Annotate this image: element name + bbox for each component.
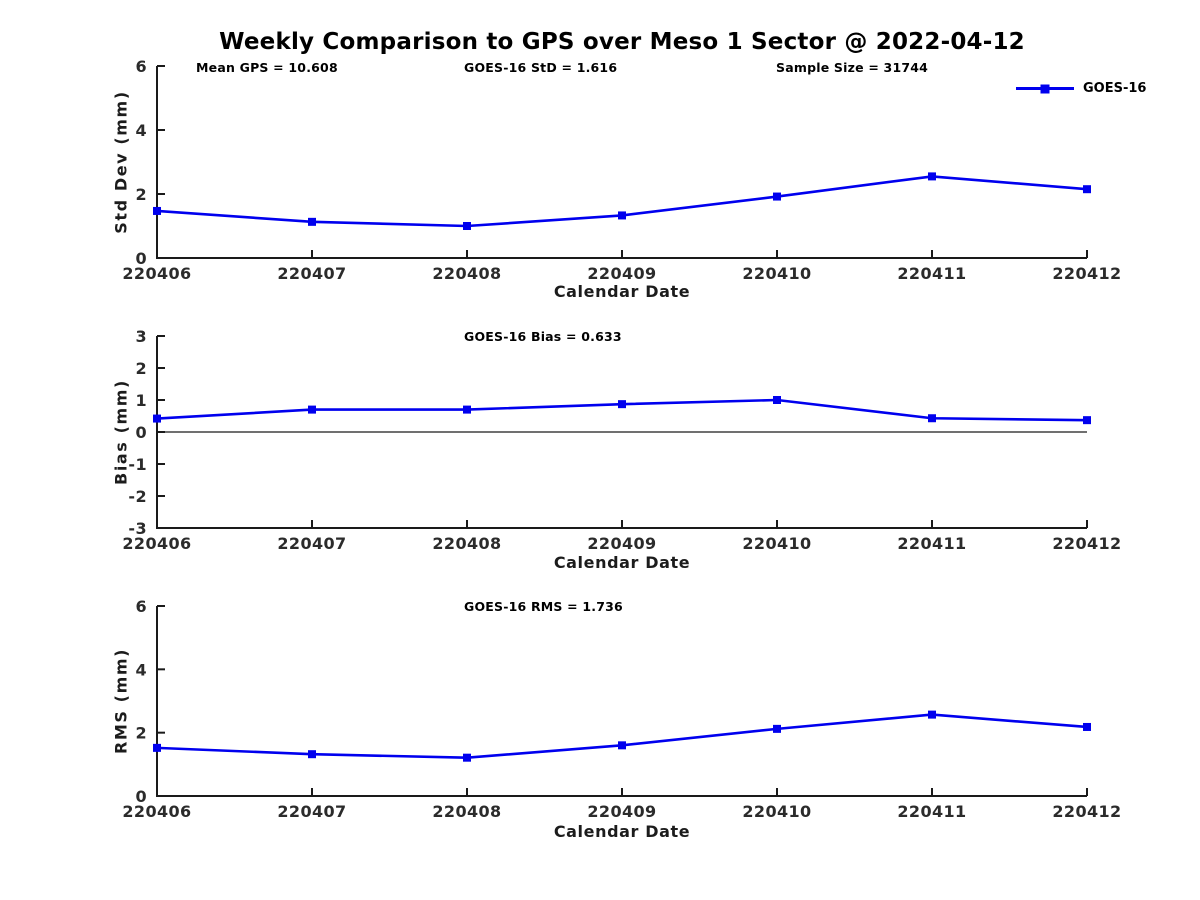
annotation-goes16-std: GOES-16 StD = 1.616 [464, 60, 618, 75]
x-tick-label: 220409 [587, 264, 656, 283]
y-tick-label: 0 [135, 249, 147, 268]
rms-subplot-title: GOES-16 RMS = 1.736 [464, 599, 623, 614]
data-point-marker [308, 750, 316, 759]
data-point-marker [928, 414, 936, 423]
data-point-marker [153, 414, 161, 423]
x-tick-label: 220410 [742, 264, 811, 283]
y-tick-label: 4 [135, 660, 147, 679]
x-tick-label: 220411 [897, 534, 966, 553]
data-point-marker [153, 206, 161, 215]
x-tick-label: 220411 [897, 264, 966, 283]
data-point-marker [153, 743, 161, 752]
axis-spines [156, 606, 1087, 797]
y-tick-label: -2 [128, 487, 147, 506]
rms-y-axis-label: RMS (mm) [111, 647, 131, 755]
y-tick-label: 0 [135, 787, 147, 806]
bias-y-axis-label: Bias (mm) [111, 379, 131, 485]
data-point-marker [308, 405, 316, 414]
annotation-mean-gps: Mean GPS = 10.608 [196, 60, 338, 75]
data-point-marker [463, 405, 471, 414]
data-point-marker [463, 222, 471, 230]
x-tick-label: 220412 [1052, 534, 1121, 553]
data-point-marker [308, 217, 316, 226]
data-point-marker [773, 192, 781, 201]
axis-spines [156, 66, 1087, 259]
data-point-marker [618, 400, 626, 409]
y-tick-label: 2 [135, 185, 147, 204]
subplot-2: 0 2 4 6 220406 220407 220408 220409 220410 220411… [122, 597, 1121, 821]
y-tick-label: 4 [135, 121, 147, 140]
annotation-sample-size: Sample Size = 31744 [776, 60, 929, 75]
legend: GOES-16 [1016, 81, 1146, 96]
x-tick-label: 220411 [897, 802, 966, 821]
y-tick-label: 3 [135, 327, 147, 346]
figure-title: Weekly Comparison to GPS over Meso 1 Sec… [219, 29, 1025, 55]
x-tick-label: 220406 [122, 534, 191, 553]
x-tick-label: 220409 [587, 534, 656, 553]
x-tick-label: 220408 [432, 802, 501, 821]
y-tick-label: 0 [135, 423, 147, 442]
y-tick-label: 6 [135, 57, 147, 76]
data-point-marker [1083, 416, 1091, 425]
x-tick-label: 220407 [277, 534, 346, 553]
x-tick-label: 220412 [1052, 264, 1121, 283]
x-tick-label: 220406 [122, 264, 191, 283]
subplot-0: 0 2 4 6 220406 220407 220408 220409 220410 220411… [122, 57, 1121, 283]
bias-subplot-title: GOES-16 Bias = 0.633 [464, 329, 622, 344]
data-point-marker [618, 741, 626, 750]
y-tick-label: -1 [128, 455, 147, 474]
x-tick-label: 220410 [742, 802, 811, 821]
x-tick-label: 220406 [122, 802, 191, 821]
data-point-marker [1083, 185, 1091, 194]
x-tick-label: 220407 [277, 802, 346, 821]
data-point-marker [773, 724, 781, 733]
data-point-marker [618, 211, 626, 220]
legend-line-sample [1016, 84, 1074, 93]
data-point-marker [463, 753, 471, 762]
y-tick-label: 6 [135, 597, 147, 616]
x-tick-label: 220407 [277, 264, 346, 283]
x-tick-label: 220409 [587, 802, 656, 821]
data-line-GOES-16 [156, 713, 1088, 759]
data-point-marker [773, 396, 781, 404]
x-tick-label: 220408 [432, 264, 501, 283]
y-tick-label: -3 [128, 519, 147, 538]
y-tick-label: 2 [135, 359, 147, 378]
legend-square-marker [1040, 84, 1050, 93]
legend-label: GOES-16 [1083, 81, 1147, 96]
x-tick-label: 220410 [742, 534, 811, 553]
rms-x-axis-label: Calendar Date [553, 822, 691, 841]
x-tick-label: 220412 [1052, 802, 1121, 821]
stddev-x-axis-label: Calendar Date [553, 282, 691, 301]
data-point-marker [928, 710, 936, 719]
stddev-y-axis-label: Std Dev (mm) [111, 90, 131, 234]
y-tick-label: 2 [135, 724, 147, 743]
y-tick-label: 1 [135, 391, 147, 410]
bias-x-axis-label: Calendar Date [553, 553, 691, 572]
data-point-marker [1083, 722, 1091, 731]
data-point-marker [928, 172, 936, 181]
x-tick-label: 220408 [432, 534, 501, 553]
